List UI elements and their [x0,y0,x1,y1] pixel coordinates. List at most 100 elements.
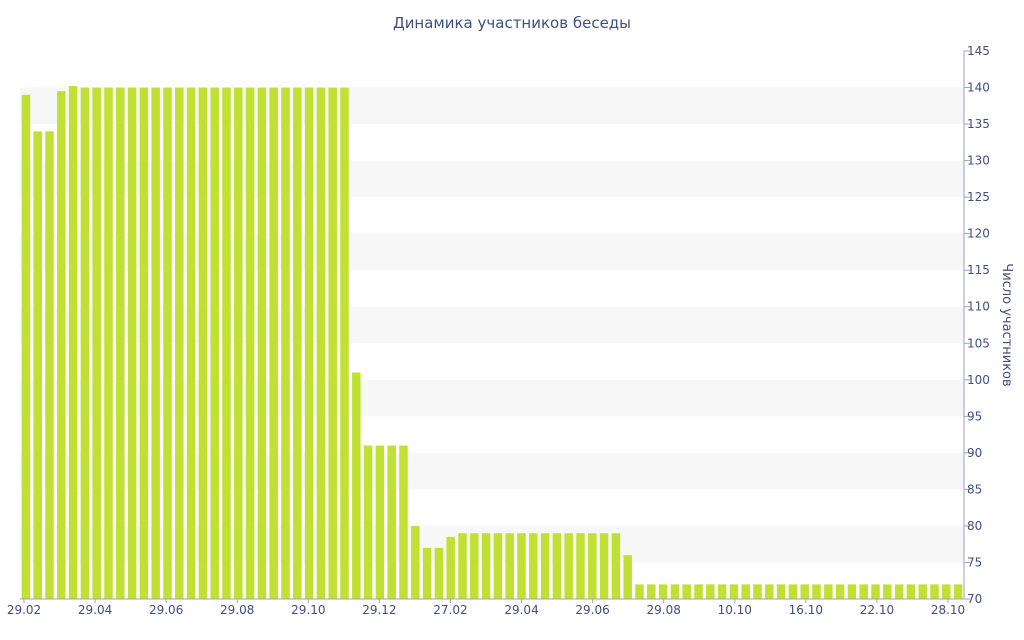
bar[interactable] [741,584,750,599]
bar[interactable] [340,87,349,600]
bar[interactable] [470,533,479,599]
bar[interactable] [906,584,916,599]
chart-title: Динамика участников беседы [393,14,631,32]
bar[interactable] [304,87,314,600]
bar[interactable] [316,87,326,600]
bar[interactable] [635,584,644,599]
bar[interactable] [269,87,278,600]
bar[interactable] [611,533,621,599]
y-axis-title: Число участников [999,263,1014,386]
grid-bands [20,87,964,563]
bar[interactable] [481,533,491,599]
bar[interactable] [788,584,798,599]
bar[interactable] [564,533,573,599]
bar[interactable] [930,584,939,599]
bar[interactable] [127,87,137,600]
bar[interactable] [883,584,892,599]
bars-group [21,86,963,600]
bar[interactable] [505,533,514,599]
bar[interactable] [411,525,420,599]
bar[interactable] [151,87,160,600]
bar[interactable] [493,533,503,599]
bar[interactable] [729,584,739,599]
bar[interactable] [517,533,526,599]
bar[interactable] [576,533,585,599]
bar[interactable] [175,87,184,600]
bar[interactable] [68,86,78,599]
x-tick-label: 16.10 [789,603,823,617]
bar[interactable] [694,584,703,599]
bar[interactable] [186,87,196,600]
bar[interactable] [658,584,668,599]
bar[interactable] [33,131,42,599]
bar[interactable] [540,533,550,599]
x-axis: 29.02 29.04 29.06 29.08 29.10 29.12 27.02 29.04… [7,598,965,617]
y-tick-label: 135 [967,117,990,131]
bar[interactable] [422,547,432,599]
bar[interactable] [647,584,656,599]
bar[interactable] [458,533,467,599]
bar[interactable] [859,584,868,599]
bar[interactable] [352,372,361,599]
bar[interactable] [670,584,680,599]
bar[interactable] [21,94,31,599]
bar[interactable] [104,87,113,600]
bar[interactable] [765,584,774,599]
bar[interactable] [835,584,845,599]
bar[interactable] [198,87,208,600]
bar[interactable] [918,584,927,599]
x-tick-label: 29.04 [504,603,538,617]
y-tick-label: 70 [967,592,982,606]
bar[interactable] [387,445,396,599]
bar[interactable] [776,584,786,599]
x-tick-label: 29.04 [78,603,112,617]
y-tick-label: 115 [967,263,990,277]
bar[interactable] [363,445,373,599]
x-tick-label: 28.10 [931,603,965,617]
bar[interactable] [599,533,609,599]
bar[interactable] [588,533,597,599]
grid-band [20,87,964,125]
bar[interactable] [446,536,455,599]
bar[interactable] [953,584,963,599]
bar[interactable] [293,87,302,600]
bar[interactable] [375,445,385,599]
bar[interactable] [281,87,290,600]
bar[interactable] [894,584,904,599]
bar[interactable] [399,445,408,599]
bar[interactable] [116,87,125,600]
bar[interactable] [57,91,66,599]
y-tick-label: 125 [967,190,990,204]
bar[interactable] [434,547,444,599]
bar[interactable] [942,584,951,599]
bar[interactable] [623,555,632,599]
bar[interactable] [706,584,715,599]
y-tick-label: 75 [967,555,982,569]
bar[interactable] [812,584,821,599]
grid-band [20,306,964,344]
bar[interactable] [245,87,255,600]
bar[interactable] [45,131,54,599]
bar[interactable] [163,87,172,600]
bar[interactable] [328,87,337,600]
bar[interactable] [139,87,149,600]
bar[interactable] [234,87,243,600]
bar[interactable] [682,584,691,599]
bar[interactable] [222,87,231,600]
bar[interactable] [257,87,267,600]
bar[interactable] [800,584,809,599]
y-tick-label: 105 [967,336,990,350]
bar[interactable] [552,533,562,599]
grid-band [20,525,964,563]
bar[interactable] [529,533,538,599]
bar[interactable] [871,584,880,599]
bar[interactable] [847,584,857,599]
bar[interactable] [210,87,219,600]
bar[interactable] [92,87,101,600]
bar[interactable] [824,584,833,599]
grid-band [20,233,964,271]
bar[interactable] [753,584,762,599]
bar[interactable] [717,584,727,599]
y-tick-label: 95 [967,409,982,423]
bar[interactable] [80,87,90,600]
